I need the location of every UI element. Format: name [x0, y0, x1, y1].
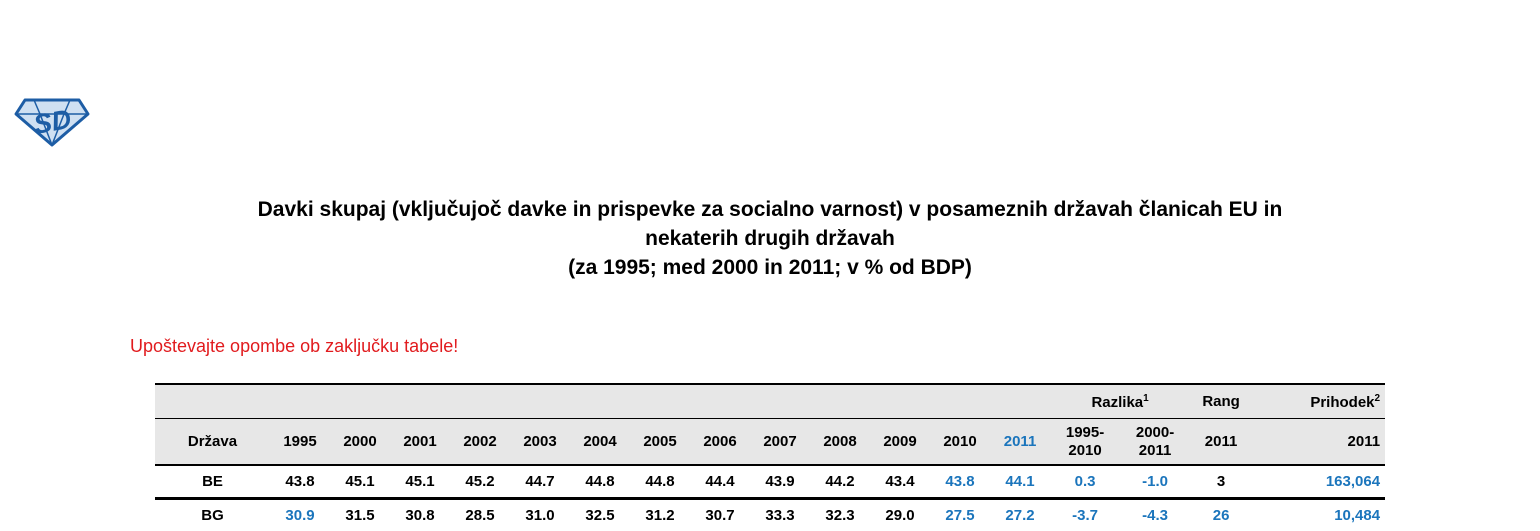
country-column-header: Država: [155, 418, 270, 465]
cell-value: 29.0: [885, 506, 915, 524]
cell-value: 31.5: [345, 506, 375, 524]
svg-text:SD: SD: [31, 104, 73, 140]
cell-value: 30.8: [405, 506, 435, 524]
cell-value: 44.4: [705, 472, 735, 490]
title-line-2: nekaterih drugih državah: [645, 227, 895, 250]
year-header-2004: 2004: [570, 418, 630, 465]
cell-value: 3: [1216, 472, 1226, 490]
cell-value: 163,064: [1325, 472, 1381, 490]
year-header-2002: 2002: [450, 418, 510, 465]
cell-value: 30.7: [705, 506, 735, 524]
sd-gem-logo: SD: [14, 98, 90, 147]
rang-group-header: Rang: [1190, 384, 1253, 419]
cell-value: 26: [1212, 506, 1230, 524]
cell-value: 45.2: [465, 472, 495, 490]
cell-value: -3.7: [1072, 506, 1098, 524]
cell-value: 27.5: [945, 506, 975, 524]
cell-value: 43.4: [885, 472, 915, 490]
country-code: BG: [201, 506, 224, 524]
diff-2000-2011-header: 2000- 2011: [1120, 418, 1191, 465]
country-code: BE: [202, 472, 223, 490]
year-header-2010: 2010: [930, 418, 990, 465]
group-header-empty: [155, 384, 1051, 419]
cell-value: 33.3: [765, 506, 795, 524]
table-row-BG: BG 30.9 31.5 30.8 28.5 31.0 32.5 31.2 30.7 33.3 32…: [155, 498, 1386, 531]
column-header-row: Država 1995 2000 2001 2002 2003 2004 2005 2006 2…: [155, 418, 1386, 465]
cell-value: -4.3: [1142, 506, 1168, 524]
prihodek-year-header: 2011: [1252, 418, 1386, 465]
year-header-2006: 2006: [690, 418, 750, 465]
year-header-2007: 2007: [750, 418, 810, 465]
cell-value: 44.1: [1005, 472, 1035, 490]
cell-value: 45.1: [345, 472, 375, 490]
year-header-2009: 2009: [870, 418, 930, 465]
year-header-2008: 2008: [810, 418, 870, 465]
title-line-3: (za 1995; med 2000 in 2011; v % od BDP): [568, 256, 972, 279]
year-header-2003: 2003: [510, 418, 570, 465]
razlika-group-header: Razlika1: [1050, 384, 1191, 419]
data-table-body: BE 43.8 45.1 45.1 45.2 44.7 44.8 44.8 44.4 43.9 44…: [155, 465, 1386, 531]
footnote-warning: Upoštevajte opombe ob zaključku tabele!: [130, 336, 459, 356]
rang-year-header: 2011: [1190, 418, 1253, 465]
group-header-row: Razlika1 Rang Prihodek2: [155, 384, 1386, 419]
page-title: Davki skupaj (vključujoč davke in prispe…: [0, 195, 1540, 282]
cell-value: 31.2: [645, 506, 675, 524]
tax-table: Razlika1 Rang Prihodek2 Država 1995 2000 2…: [155, 383, 1386, 531]
cell-value: 44.7: [525, 472, 555, 490]
cell-value: 32.5: [585, 506, 615, 524]
year-header-1995: 1995: [270, 418, 330, 465]
cell-value: 30.9: [285, 506, 315, 524]
cell-value: 28.5: [465, 506, 495, 524]
cell-value: 43.9: [765, 472, 795, 490]
year-header-2000: 2000: [330, 418, 390, 465]
cell-value: 0.3: [1074, 472, 1096, 490]
cell-value: 31.0: [525, 506, 555, 524]
cell-value: 27.2: [1005, 506, 1035, 524]
cell-value: 44.8: [645, 472, 675, 490]
cell-value: 10,484: [1334, 506, 1381, 524]
cell-value: 44.8: [585, 472, 615, 490]
title-line-1: Davki skupaj (vključujoč davke in prispe…: [257, 198, 1283, 221]
cell-value: -1.0: [1142, 472, 1168, 490]
cell-value: 44.2: [825, 472, 855, 490]
year-header-2001: 2001: [390, 418, 450, 465]
cell-value: 43.8: [285, 472, 315, 490]
cell-value: 45.1: [405, 472, 435, 490]
cell-value: 43.8: [945, 472, 975, 490]
year-header-2005: 2005: [630, 418, 690, 465]
year-header-2011: 2011: [990, 418, 1051, 465]
table-row-BE: BE 43.8 45.1 45.1 45.2 44.7 44.8 44.8 44.4 43.9 44…: [155, 465, 1386, 498]
prihodek-group-header: Prihodek2: [1252, 384, 1386, 419]
cell-value: 32.3: [825, 506, 855, 524]
diff-1995-2010-header: 1995- 2010: [1050, 418, 1121, 465]
